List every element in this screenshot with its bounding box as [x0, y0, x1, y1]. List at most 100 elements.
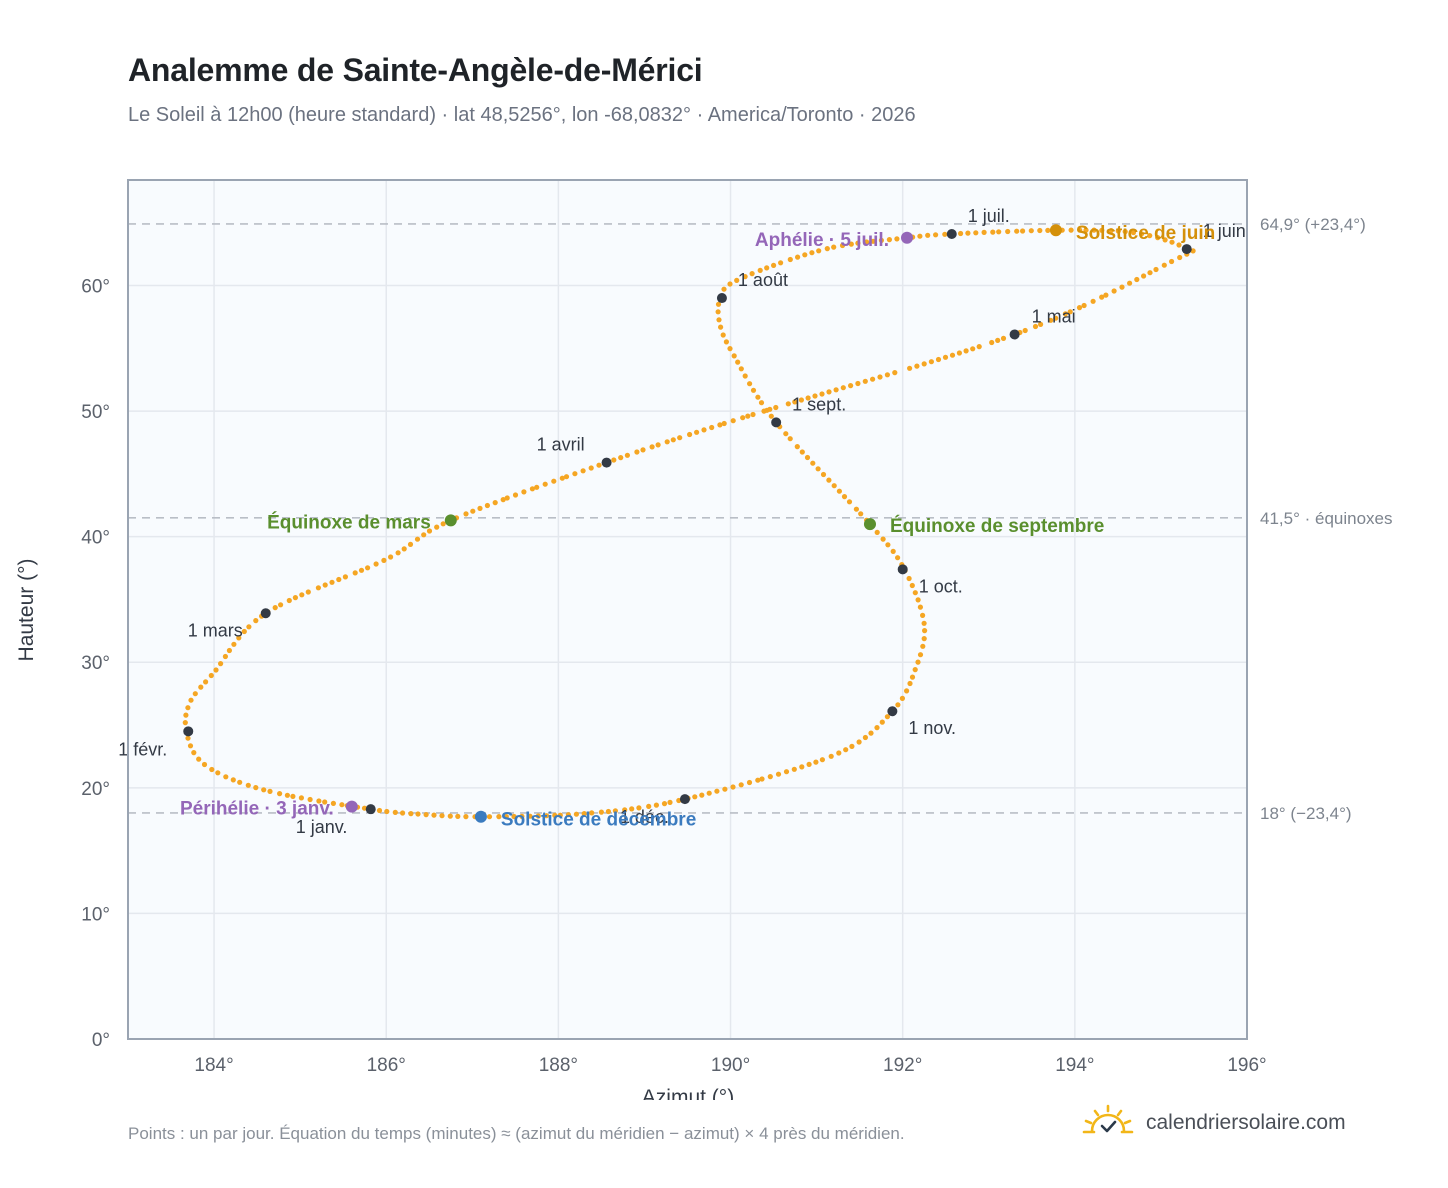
- daily-point: [565, 812, 572, 818]
- daily-point: [1127, 280, 1133, 286]
- daily-point: [949, 352, 956, 358]
- daily-point: [580, 468, 586, 474]
- equinox-point: [863, 518, 876, 531]
- daily-point: [826, 477, 832, 483]
- daily-point: [870, 376, 876, 382]
- daily-point: [1077, 227, 1083, 233]
- daily-point: [764, 265, 770, 271]
- daily-point: [1155, 235, 1161, 241]
- month-point: [771, 417, 782, 428]
- daily-point: [745, 413, 751, 419]
- daily-point: [717, 422, 723, 428]
- brand-name[interactable]: calendriersolaire.com: [1146, 1111, 1346, 1134]
- daily-point: [730, 784, 736, 790]
- daily-point: [758, 400, 765, 406]
- daily-point: [895, 555, 901, 561]
- daily-point: [892, 370, 898, 376]
- daily-point: [612, 808, 619, 814]
- daily-point: [640, 447, 646, 453]
- sun-check-icon: [1082, 1104, 1134, 1143]
- daily-point: [237, 779, 243, 785]
- daily-point: [316, 798, 322, 804]
- daily-point: [899, 695, 906, 702]
- daily-point: [208, 672, 214, 679]
- daily-point: [408, 811, 414, 817]
- daily-point: [715, 309, 721, 315]
- brand-logo[interactable]: calendriersolaire.com: [1082, 1103, 1346, 1143]
- daily-point: [699, 792, 705, 798]
- daily-point: [833, 387, 839, 393]
- month-label: 1 nov.: [908, 718, 956, 738]
- daily-point: [922, 628, 928, 634]
- daily-point: [559, 475, 565, 481]
- month-point: [1009, 329, 1020, 340]
- month-point: [601, 457, 612, 468]
- y-tick-label: 50°: [81, 402, 110, 423]
- plot-frame: [127, 179, 1248, 1040]
- daily-point: [785, 401, 791, 407]
- daily-point: [388, 554, 394, 560]
- daily-point: [995, 337, 1001, 343]
- daily-point: [504, 495, 510, 501]
- daily-point: [1062, 311, 1068, 317]
- daily-point: [439, 813, 445, 819]
- daily-point: [596, 462, 602, 468]
- marked-points: [183, 224, 1192, 823]
- daily-point: [253, 785, 259, 791]
- daily-point: [746, 779, 753, 786]
- daily-point: [831, 483, 837, 489]
- daily-point: [1177, 254, 1183, 261]
- daily-point: [709, 424, 715, 431]
- month-point: [887, 706, 898, 717]
- daily-point: [787, 436, 793, 442]
- daily-point: [806, 761, 812, 768]
- daily-point: [322, 799, 328, 805]
- x-tick-label: 190°: [711, 1055, 750, 1076]
- daily-point: [1141, 273, 1147, 279]
- daily-point: [720, 332, 726, 338]
- daily-point: [253, 618, 259, 624]
- daily-point: [653, 802, 660, 808]
- daily-point: [277, 791, 283, 797]
- daily-point: [917, 652, 924, 658]
- month-label: 1 mars: [188, 620, 243, 640]
- daily-point: [767, 774, 773, 780]
- daily-point: [855, 240, 861, 246]
- daily-point: [694, 429, 700, 435]
- daily-point: [201, 761, 208, 768]
- daily-point: [909, 674, 916, 680]
- daily-point: [670, 437, 676, 443]
- daily-point: [917, 233, 923, 239]
- daily-point: [921, 361, 927, 367]
- daily-point: [492, 500, 498, 506]
- daily-point: [246, 624, 252, 630]
- daily-point: [791, 766, 797, 772]
- daily-point: [589, 810, 595, 816]
- axes: 0° 10° 20° 30° 40° 50° 60° 184° 186° 188° 190° 192°…: [81, 276, 1266, 1076]
- daily-point: [831, 244, 837, 250]
- daily-point: [588, 465, 594, 471]
- daily-point: [1083, 227, 1089, 233]
- daily-point: [819, 757, 826, 763]
- daily-point: [843, 747, 849, 753]
- x-tick-label: 194°: [1055, 1055, 1094, 1076]
- daily-point: [392, 809, 398, 816]
- daily-point: [990, 229, 996, 235]
- daily-point: [870, 238, 876, 244]
- daily-point: [727, 281, 733, 287]
- daily-point: [792, 399, 798, 405]
- daily-point: [198, 684, 204, 690]
- daily-point: [783, 769, 790, 775]
- daily-point: [757, 267, 763, 273]
- chart-subtitle: Le Soleil à 12h00 (heure standard) · lat…: [128, 104, 916, 126]
- daily-point: [799, 764, 805, 770]
- daily-point: [716, 317, 722, 323]
- equinox-label: Équinoxe de mars: [267, 511, 431, 533]
- daily-point: [1147, 270, 1153, 276]
- daily-point: [1139, 231, 1145, 237]
- daily-point: [241, 628, 247, 635]
- daily-point: [778, 260, 784, 266]
- daily-point: [721, 286, 727, 292]
- month-point: [679, 794, 690, 805]
- daily-point: [521, 489, 527, 495]
